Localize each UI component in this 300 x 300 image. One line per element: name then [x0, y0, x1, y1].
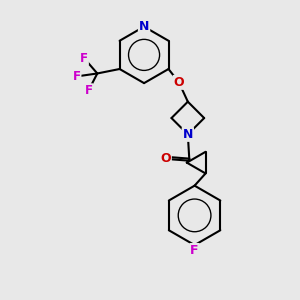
Text: F: F: [84, 84, 92, 97]
Text: F: F: [73, 70, 80, 83]
Text: F: F: [190, 244, 199, 257]
Text: F: F: [80, 52, 88, 64]
Text: O: O: [174, 76, 184, 89]
Text: N: N: [139, 20, 149, 33]
Text: N: N: [183, 128, 193, 141]
Text: O: O: [160, 152, 171, 165]
